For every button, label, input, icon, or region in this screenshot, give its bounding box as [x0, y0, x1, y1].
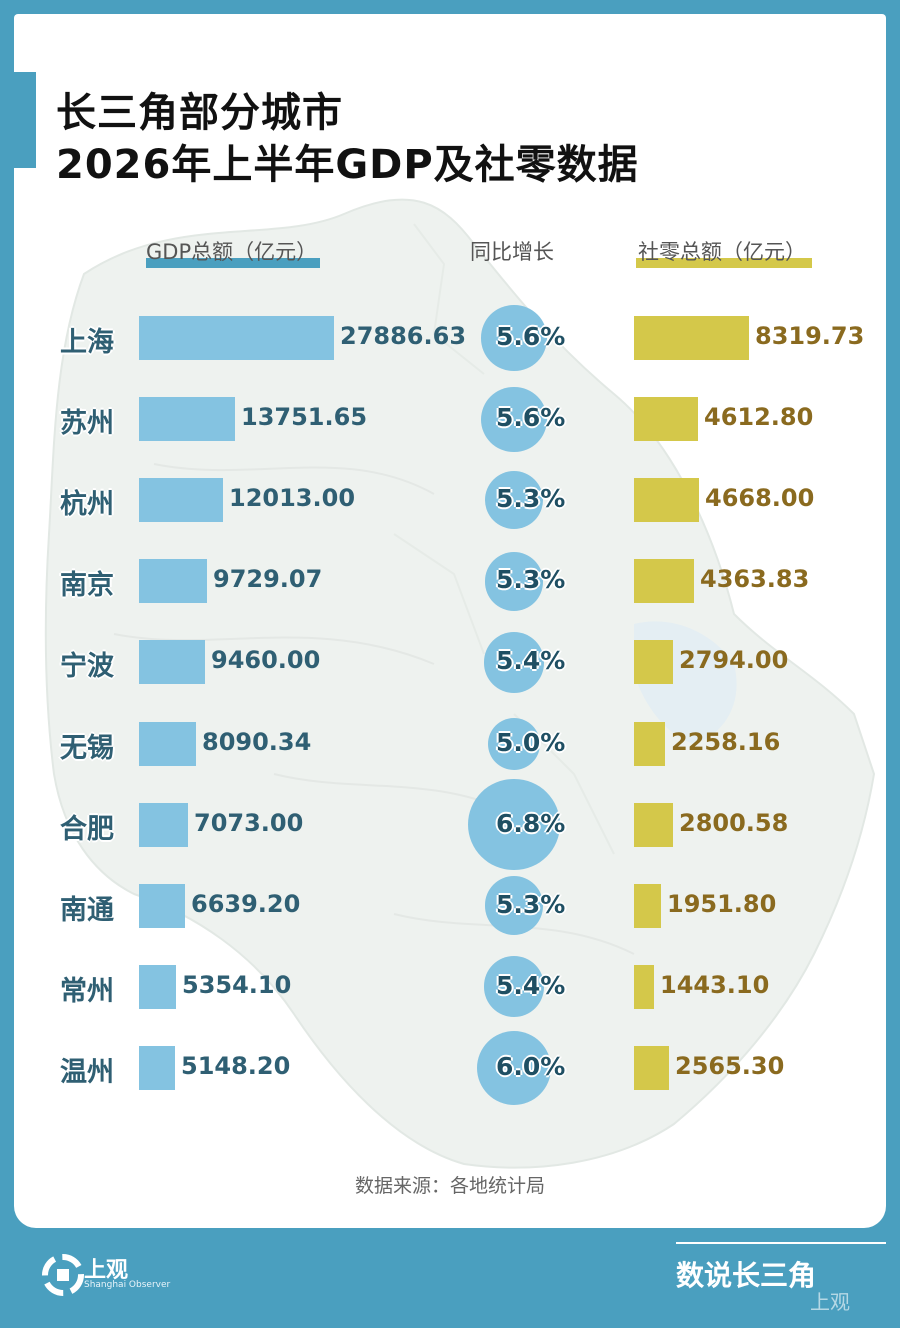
gdp-value-label: 9460.00	[211, 646, 321, 675]
retail-bar	[634, 478, 699, 523]
retail-column-header: 社零总额（亿元）	[638, 240, 806, 264]
retail-value-label: 2794.00	[679, 646, 789, 675]
yangtze-delta-map-background	[44, 198, 876, 1169]
retail-bar	[634, 721, 665, 766]
gdp-bar	[139, 478, 223, 523]
gdp-bar	[139, 316, 334, 360]
retail-value-label: 2565.30	[675, 1051, 785, 1080]
retail-bar	[634, 883, 661, 928]
growth-circle	[477, 1030, 551, 1105]
gdp-value-label: 9729.07	[213, 565, 323, 594]
growth-circle	[481, 305, 547, 371]
shanghai-observer-logo-icon	[42, 1254, 84, 1296]
growth-column-header: 同比增长	[470, 240, 554, 264]
retail-value-label: 2800.58	[679, 808, 789, 837]
city-label: 合肥	[60, 813, 114, 845]
city-label: 杭州	[60, 489, 114, 521]
growth-circle	[488, 717, 540, 770]
gdp-bar	[139, 640, 205, 685]
growth-percent-label: 5.4%	[496, 970, 566, 1000]
footer-divider	[676, 1242, 886, 1244]
growth-percent-label: 6.8%	[496, 808, 566, 838]
gdp-value-label: 13751.65	[241, 403, 368, 432]
gdp-bar	[139, 802, 188, 847]
growth-percent-label: 5.3%	[496, 484, 566, 514]
retail-header-underline	[636, 258, 812, 268]
watermark-text: 上观	[810, 1290, 850, 1314]
retail-value-label: 4363.83	[700, 565, 810, 594]
chart-title-line-1: 长三角部分城市	[56, 90, 343, 136]
city-label: 南通	[60, 894, 114, 926]
gdp-value-label: 27886.63	[340, 322, 467, 350]
data-source-note: 数据来源：各地统计局	[354, 1175, 545, 1197]
growth-circle	[484, 552, 544, 611]
growth-percent-label: 6.0%	[496, 1051, 566, 1081]
gdp-bar	[139, 397, 235, 442]
gdp-value-label: 12013.00	[229, 484, 356, 513]
growth-circle	[483, 956, 545, 1018]
retail-bar	[634, 1045, 669, 1090]
city-label: 温州	[60, 1056, 114, 1088]
growth-circle	[484, 876, 544, 935]
growth-percent-label: 5.0%	[496, 727, 566, 757]
retail-bar	[634, 397, 698, 442]
gdp-value-label: 7073.00	[194, 808, 304, 837]
chart-title-line-2: 2026年上半年GDP及社零数据	[56, 142, 639, 188]
city-label: 上海	[60, 327, 114, 358]
city-label: 苏州	[60, 408, 114, 440]
growth-circle	[484, 470, 544, 530]
city-label: 常州	[60, 975, 114, 1007]
growth-circle	[483, 632, 545, 693]
growth-percent-label: 5.3%	[496, 889, 566, 919]
footer-series-name: 数说长三角	[676, 1259, 817, 1292]
gdp-value-label: 5354.10	[182, 970, 292, 999]
gdp-bar	[139, 883, 185, 928]
title-accent-bar	[14, 72, 36, 168]
retail-value-label: 4612.80	[704, 403, 814, 432]
city-label: 南京	[60, 570, 114, 602]
footer-brand-english: Shanghai Observer	[84, 1280, 171, 1290]
retail-bar	[634, 964, 654, 1009]
retail-value-label: 8319.73	[755, 322, 865, 350]
growth-percent-label: 5.6%	[496, 403, 566, 433]
retail-value-label: 2258.16	[671, 727, 781, 756]
growth-percent-label: 5.6%	[496, 322, 566, 351]
infographic-card: 长三角部分城市 2026年上半年GDP及社零数据 GDP总额（亿元） 同比增长 …	[14, 14, 886, 1228]
footer-brand-name: 上观	[84, 1258, 129, 1283]
growth-percent-label: 5.4%	[496, 646, 566, 676]
retail-bar	[634, 640, 673, 685]
retail-value-label: 1951.80	[667, 889, 777, 918]
retail-bar	[634, 559, 694, 604]
growth-circle	[481, 386, 547, 452]
gdp-bar	[139, 559, 207, 604]
growth-circle	[468, 778, 560, 871]
gdp-bar	[139, 721, 196, 766]
gdp-value-label: 5148.20	[181, 1051, 291, 1080]
retail-value-label: 4668.00	[705, 484, 815, 513]
growth-percent-label: 5.3%	[496, 565, 566, 595]
retail-bar	[634, 802, 673, 847]
city-label: 无锡	[60, 732, 114, 764]
gdp-column-header: GDP总额（亿元）	[146, 240, 318, 264]
retail-value-label: 1443.10	[660, 970, 770, 999]
gdp-header-underline	[146, 258, 320, 268]
retail-bar	[634, 316, 749, 360]
city-label: 宁波	[60, 651, 114, 683]
gdp-value-label: 8090.34	[202, 727, 312, 756]
gdp-bar	[139, 1045, 175, 1090]
gdp-bar	[139, 964, 176, 1009]
gdp-value-label: 6639.20	[191, 889, 301, 918]
